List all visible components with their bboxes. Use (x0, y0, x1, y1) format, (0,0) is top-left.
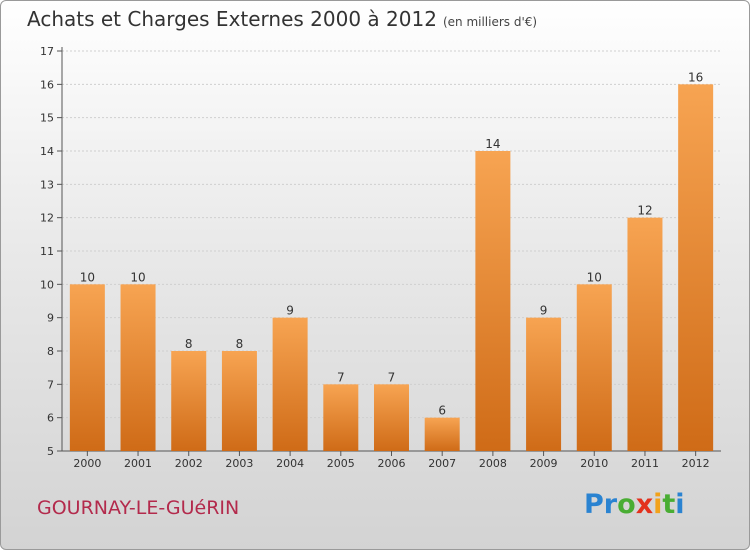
bar-value-label: 8 (185, 337, 193, 351)
bar-value-label: 6 (438, 404, 446, 418)
logo-letter: i (653, 489, 663, 520)
place-name: GOURNAY-LE-GUéRIN (37, 497, 240, 519)
logo-letter: P (584, 489, 604, 520)
bar (171, 351, 207, 451)
bar-value-label: 14 (485, 137, 500, 151)
logo-letter: o (617, 489, 636, 520)
y-tick-label: 7 (47, 378, 54, 391)
logo-letter: r (603, 489, 618, 520)
bar-value-label: 10 (587, 270, 602, 284)
bar-value-label: 16 (688, 70, 703, 84)
bar (272, 317, 308, 451)
y-tick-label: 8 (47, 345, 54, 358)
x-tick-label: 2002 (175, 457, 203, 470)
x-tick-label: 2009 (530, 457, 558, 470)
x-tick-label: 2000 (73, 457, 101, 470)
title-text: Achats et Charges Externes 2000 à 2012 (27, 7, 437, 31)
y-tick-label: 14 (40, 145, 54, 158)
y-tick-label: 16 (40, 78, 54, 91)
unit-label: (en milliers d'€) (442, 15, 538, 29)
bar (678, 84, 714, 451)
bar (424, 417, 460, 451)
logo-letter: t (662, 489, 676, 520)
x-tick-label: 2005 (327, 457, 355, 470)
y-tick-label: 13 (40, 178, 54, 191)
y-tick-label: 10 (40, 278, 54, 291)
bar (221, 351, 257, 451)
bar (69, 284, 105, 451)
chart-title: Achats et Charges Externes 2000 à 2012 (e… (27, 7, 537, 31)
bar (526, 317, 562, 451)
x-tick-label: 2004 (276, 457, 304, 470)
y-tick-label: 15 (40, 112, 54, 125)
bar-value-label: 12 (637, 204, 652, 218)
bar (323, 384, 359, 451)
y-tick-label: 5 (47, 445, 54, 458)
bar (374, 384, 409, 451)
bar-value-label: 10 (80, 270, 95, 284)
bar-value-label: 7 (337, 370, 345, 384)
x-tick-label: 2011 (631, 457, 659, 470)
logo-letter: x (635, 489, 654, 520)
y-tick-label: 9 (47, 312, 54, 325)
bar-value-label: 7 (388, 370, 396, 384)
y-tick-label: 12 (40, 212, 54, 225)
bar-value-label: 10 (130, 270, 145, 284)
x-tick-label: 2007 (428, 457, 456, 470)
x-tick-label: 2001 (124, 457, 152, 470)
bar-value-label: 9 (286, 304, 294, 318)
y-tick-label: 11 (40, 245, 54, 258)
bar (120, 284, 156, 451)
bar (627, 217, 663, 451)
bar-value-label: 9 (540, 304, 548, 318)
y-tick-label: 6 (47, 412, 54, 425)
x-tick-label: 2012 (682, 457, 710, 470)
x-tick-label: 2008 (479, 457, 507, 470)
y-tick-label: 17 (40, 45, 54, 58)
x-tick-label: 2006 (378, 457, 406, 470)
bar (576, 284, 612, 451)
proxiti-logo: Proxiti (584, 489, 685, 520)
bar (475, 151, 511, 451)
logo-letter: i (675, 489, 685, 520)
bar-value-label: 8 (236, 337, 244, 351)
x-tick-label: 2010 (580, 457, 608, 470)
x-tick-label: 2003 (225, 457, 253, 470)
